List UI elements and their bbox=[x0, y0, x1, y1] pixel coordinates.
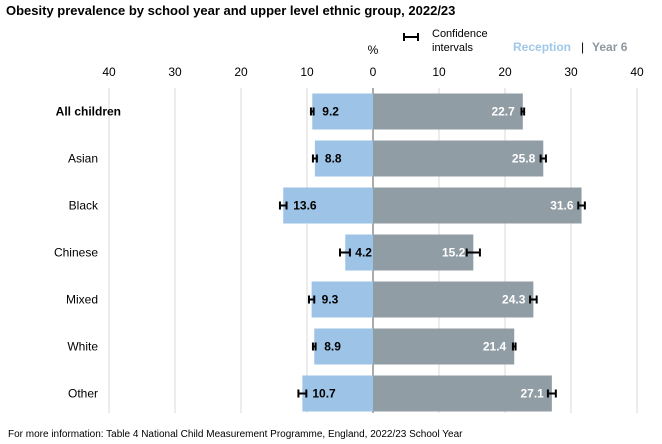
bar-year6 bbox=[373, 187, 582, 224]
legend-separator: | bbox=[581, 40, 584, 54]
tick-label-left-0: 0 bbox=[370, 65, 377, 79]
error-bar-year6 bbox=[511, 342, 517, 351]
category-label: Black bbox=[69, 199, 99, 213]
bar-reception bbox=[283, 187, 373, 224]
tick-label-left-30: 30 bbox=[168, 65, 182, 79]
bar-year6 bbox=[373, 93, 523, 130]
bars bbox=[283, 93, 582, 412]
bar-reception bbox=[311, 281, 373, 318]
bar-reception bbox=[314, 140, 373, 177]
error-bar-year6 bbox=[539, 154, 547, 163]
data-label-reception: 13.6 bbox=[293, 199, 317, 213]
data-label-reception: 4.2 bbox=[355, 246, 372, 260]
error-bar-reception bbox=[311, 154, 318, 163]
data-label-year6: 24.3 bbox=[502, 293, 526, 307]
tick-label-left-40: 40 bbox=[102, 65, 116, 79]
category-label: Asian bbox=[68, 152, 98, 166]
category-labels: All children Asian Black Chinese Mixed White O… bbox=[54, 105, 121, 401]
data-label-year6: 22.7 bbox=[491, 105, 515, 119]
legend-ci-label-1: Confidence bbox=[432, 28, 488, 40]
tick-label-left-10: 10 bbox=[300, 65, 314, 79]
bar-reception bbox=[314, 328, 373, 365]
tick-labels: 40 30 20 10 0 10 20 30 40 bbox=[102, 65, 644, 79]
error-bar-year6 bbox=[529, 295, 538, 304]
tick-label-right-30: 30 bbox=[564, 65, 578, 79]
error-bar-year6 bbox=[577, 201, 586, 210]
category-label: All children bbox=[56, 105, 121, 119]
category-label: Other bbox=[68, 387, 98, 401]
tick-label-right-40: 40 bbox=[630, 65, 644, 79]
error-bar-reception bbox=[339, 248, 351, 257]
bar-year6 bbox=[373, 140, 544, 177]
data-label-reception: 8.9 bbox=[324, 340, 341, 354]
error-bar-reception bbox=[278, 201, 288, 210]
error-bar-year6 bbox=[520, 107, 526, 116]
data-label-year6: 21.4 bbox=[483, 340, 507, 354]
legend-year6: Year 6 bbox=[592, 40, 628, 54]
data-label-year6: 31.6 bbox=[550, 199, 574, 213]
error-bar-year6 bbox=[465, 248, 481, 257]
error-bar-reception bbox=[297, 389, 308, 398]
error-bars bbox=[278, 107, 586, 398]
category-label: Chinese bbox=[54, 246, 98, 260]
data-label-reception: 8.8 bbox=[325, 152, 342, 166]
tick-label-right-10: 10 bbox=[432, 65, 446, 79]
data-label-reception: 9.3 bbox=[322, 293, 339, 307]
bar-year6 bbox=[373, 281, 534, 318]
tick-label-right-20: 20 bbox=[498, 65, 512, 79]
bar-year6 bbox=[373, 375, 552, 412]
bar-year6 bbox=[373, 234, 474, 271]
footnote: For more information: Table 4 National C… bbox=[8, 429, 463, 440]
error-bar-reception bbox=[309, 107, 315, 116]
bar-year6 bbox=[373, 328, 515, 365]
error-bar-reception bbox=[311, 342, 317, 351]
category-label: Mixed bbox=[66, 293, 98, 307]
data-label-reception: 9.2 bbox=[322, 105, 339, 119]
error-bar-year6 bbox=[546, 389, 557, 398]
data-label-year6: 27.1 bbox=[521, 387, 545, 401]
legend-ci-icon bbox=[403, 33, 419, 41]
legend-ci-label-2: intervals bbox=[432, 42, 473, 54]
bar-reception bbox=[302, 375, 373, 412]
data-label-year6: 15.2 bbox=[442, 246, 466, 260]
legend: Confidence intervals Reception | Year 6 bbox=[403, 28, 628, 54]
data-label-reception: 10.7 bbox=[312, 387, 336, 401]
error-bar-reception bbox=[307, 295, 316, 304]
legend-reception: Reception bbox=[513, 40, 571, 54]
data-label-year6: 25.8 bbox=[512, 152, 536, 166]
bar-reception bbox=[312, 93, 373, 130]
axis-unit-label: % bbox=[368, 43, 379, 57]
tick-label-left-20: 20 bbox=[234, 65, 248, 79]
chart-title: Obesity prevalence by school year and up… bbox=[6, 3, 456, 18]
data-labels: 9.2 22.7 8.8 25.8 13.6 31.6 4.2 15.2 9.3 24.3 8.9 2… bbox=[293, 105, 574, 401]
category-label: White bbox=[67, 340, 98, 354]
